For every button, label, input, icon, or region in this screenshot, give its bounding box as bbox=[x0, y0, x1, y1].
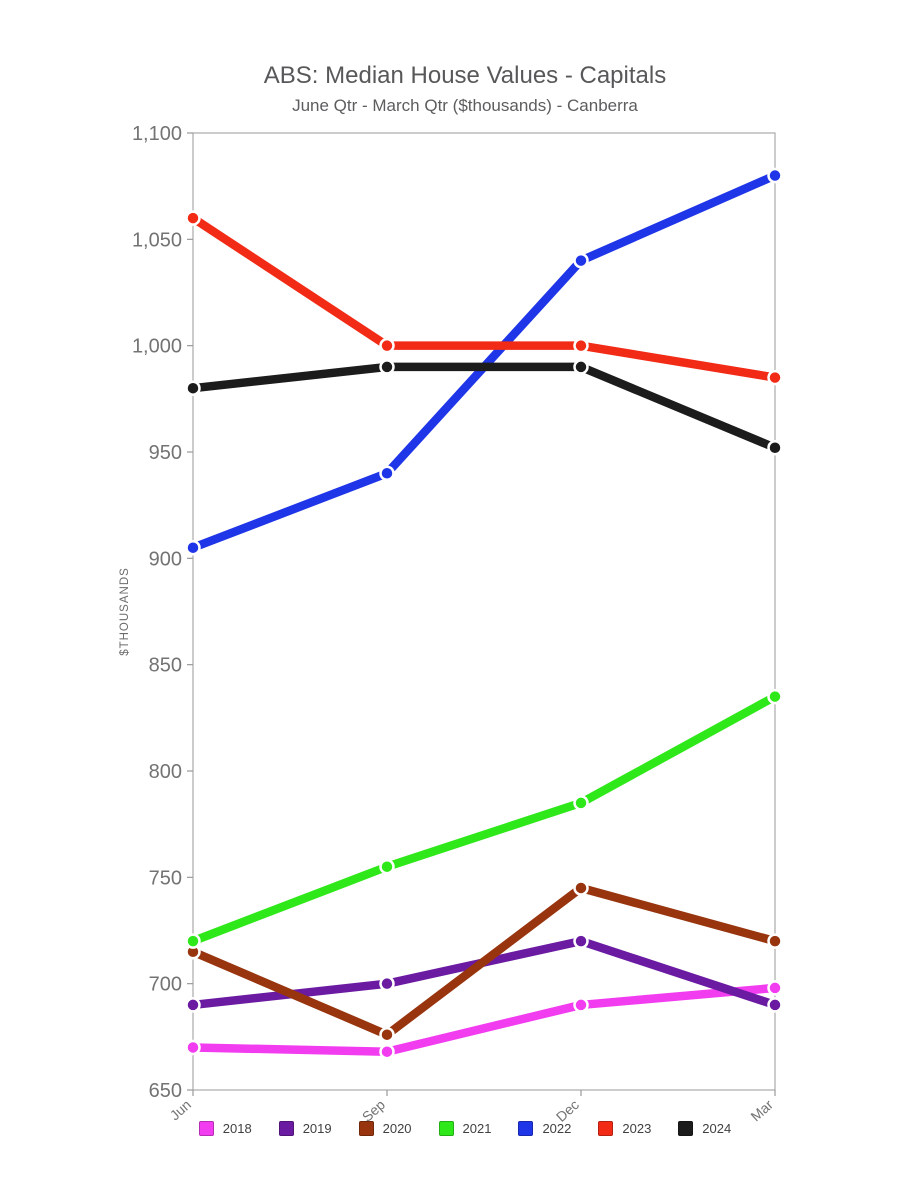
data-point-2019-Mar bbox=[767, 997, 783, 1013]
y-tick-label: 1,000 bbox=[132, 336, 182, 358]
legend-label: 2023 bbox=[622, 1121, 652, 1136]
y-tick-label: 750 bbox=[149, 867, 182, 889]
data-point-2021-Sep bbox=[379, 858, 395, 875]
y-tick-label: 700 bbox=[149, 974, 182, 996]
data-point-2023-Dec bbox=[573, 337, 589, 354]
series-line-2020 bbox=[188, 883, 780, 1039]
legend-item-2018[interactable]: 2018 bbox=[198, 1121, 252, 1136]
data-point-2022-Mar bbox=[767, 167, 783, 184]
y-tick-label: 650 bbox=[149, 1080, 182, 1102]
data-point-2023-Mar bbox=[767, 369, 783, 386]
legend-label: 2019 bbox=[302, 1121, 332, 1136]
legend-label: 2022 bbox=[542, 1121, 572, 1136]
data-point-2019-Dec bbox=[573, 933, 589, 949]
data-point-2024-Sep bbox=[379, 359, 395, 375]
data-point-2021-Jun bbox=[185, 933, 201, 949]
y-axis-title: $THOUSANDS bbox=[119, 567, 131, 656]
series-line-2018 bbox=[188, 983, 780, 1056]
legend-item-2023[interactable]: 2023 bbox=[598, 1121, 651, 1136]
data-point-2023-Jun bbox=[185, 210, 201, 226]
legend-item-2021[interactable]: 2021 bbox=[438, 1121, 492, 1136]
data-point-2024-Dec bbox=[573, 359, 589, 375]
chart-title: ABS: Median House Values - Capitals bbox=[263, 62, 667, 89]
y-tick-label: 1,050 bbox=[132, 229, 182, 251]
data-point-2023-Sep bbox=[379, 337, 395, 354]
data-point-2024-Mar bbox=[767, 439, 783, 456]
data-point-2024-Jun bbox=[185, 380, 201, 396]
legend-item-2020[interactable]: 2020 bbox=[358, 1121, 412, 1136]
data-point-2020-Sep bbox=[379, 1026, 395, 1043]
data-point-2022-Jun bbox=[185, 539, 201, 556]
legend-label: 2024 bbox=[702, 1121, 732, 1136]
data-point-2021-Dec bbox=[573, 795, 589, 811]
data-point-2022-Sep bbox=[379, 465, 395, 482]
plot-border bbox=[192, 132, 776, 1091]
legend-swatch-2022 bbox=[518, 1121, 534, 1136]
series-line-2024 bbox=[188, 362, 780, 452]
y-tick-label: 900 bbox=[149, 548, 182, 570]
legend-swatch-2020 bbox=[358, 1121, 374, 1136]
legend-swatch-2024 bbox=[678, 1121, 694, 1136]
legend-item-2019[interactable]: 2019 bbox=[278, 1121, 332, 1136]
legend-swatch-2018 bbox=[198, 1121, 214, 1136]
data-point-2019-Jun bbox=[185, 997, 201, 1013]
legend-item-2022[interactable]: 2022 bbox=[518, 1121, 571, 1136]
data-point-2020-Mar bbox=[767, 933, 783, 949]
legend-label: 2018 bbox=[222, 1121, 252, 1136]
legend-label: 2020 bbox=[382, 1121, 412, 1136]
y-tick-label: 850 bbox=[149, 655, 182, 677]
series-line-2023 bbox=[188, 213, 780, 382]
chart-subtitle: June Qtr - March Qtr ($thousands) - Canb… bbox=[292, 96, 638, 115]
legend-swatch-2021 bbox=[438, 1121, 454, 1136]
series-line-2021 bbox=[188, 692, 780, 946]
legend-swatch-2019 bbox=[278, 1121, 294, 1136]
data-point-2018-Sep bbox=[379, 1043, 395, 1060]
data-point-2018-Dec bbox=[573, 997, 589, 1013]
data-point-2018-Jun bbox=[185, 1039, 201, 1056]
data-point-2019-Sep bbox=[379, 975, 395, 992]
legend: 2018 2019 2020 2021 2022 2023 2024 bbox=[20, 1121, 900, 1136]
data-point-2020-Dec bbox=[573, 880, 589, 896]
legend-item-2024[interactable]: 2024 bbox=[678, 1121, 731, 1136]
legend-label: 2021 bbox=[462, 1121, 492, 1136]
y-tick-label: 950 bbox=[149, 442, 182, 464]
data-point-2022-Dec bbox=[573, 252, 589, 269]
legend-swatch-2023 bbox=[598, 1121, 614, 1136]
data-point-2021-Mar bbox=[767, 688, 783, 705]
y-tick-label: 800 bbox=[149, 761, 182, 783]
data-point-2018-Mar bbox=[767, 980, 783, 996]
y-tick-label: 1,100 bbox=[132, 123, 182, 145]
